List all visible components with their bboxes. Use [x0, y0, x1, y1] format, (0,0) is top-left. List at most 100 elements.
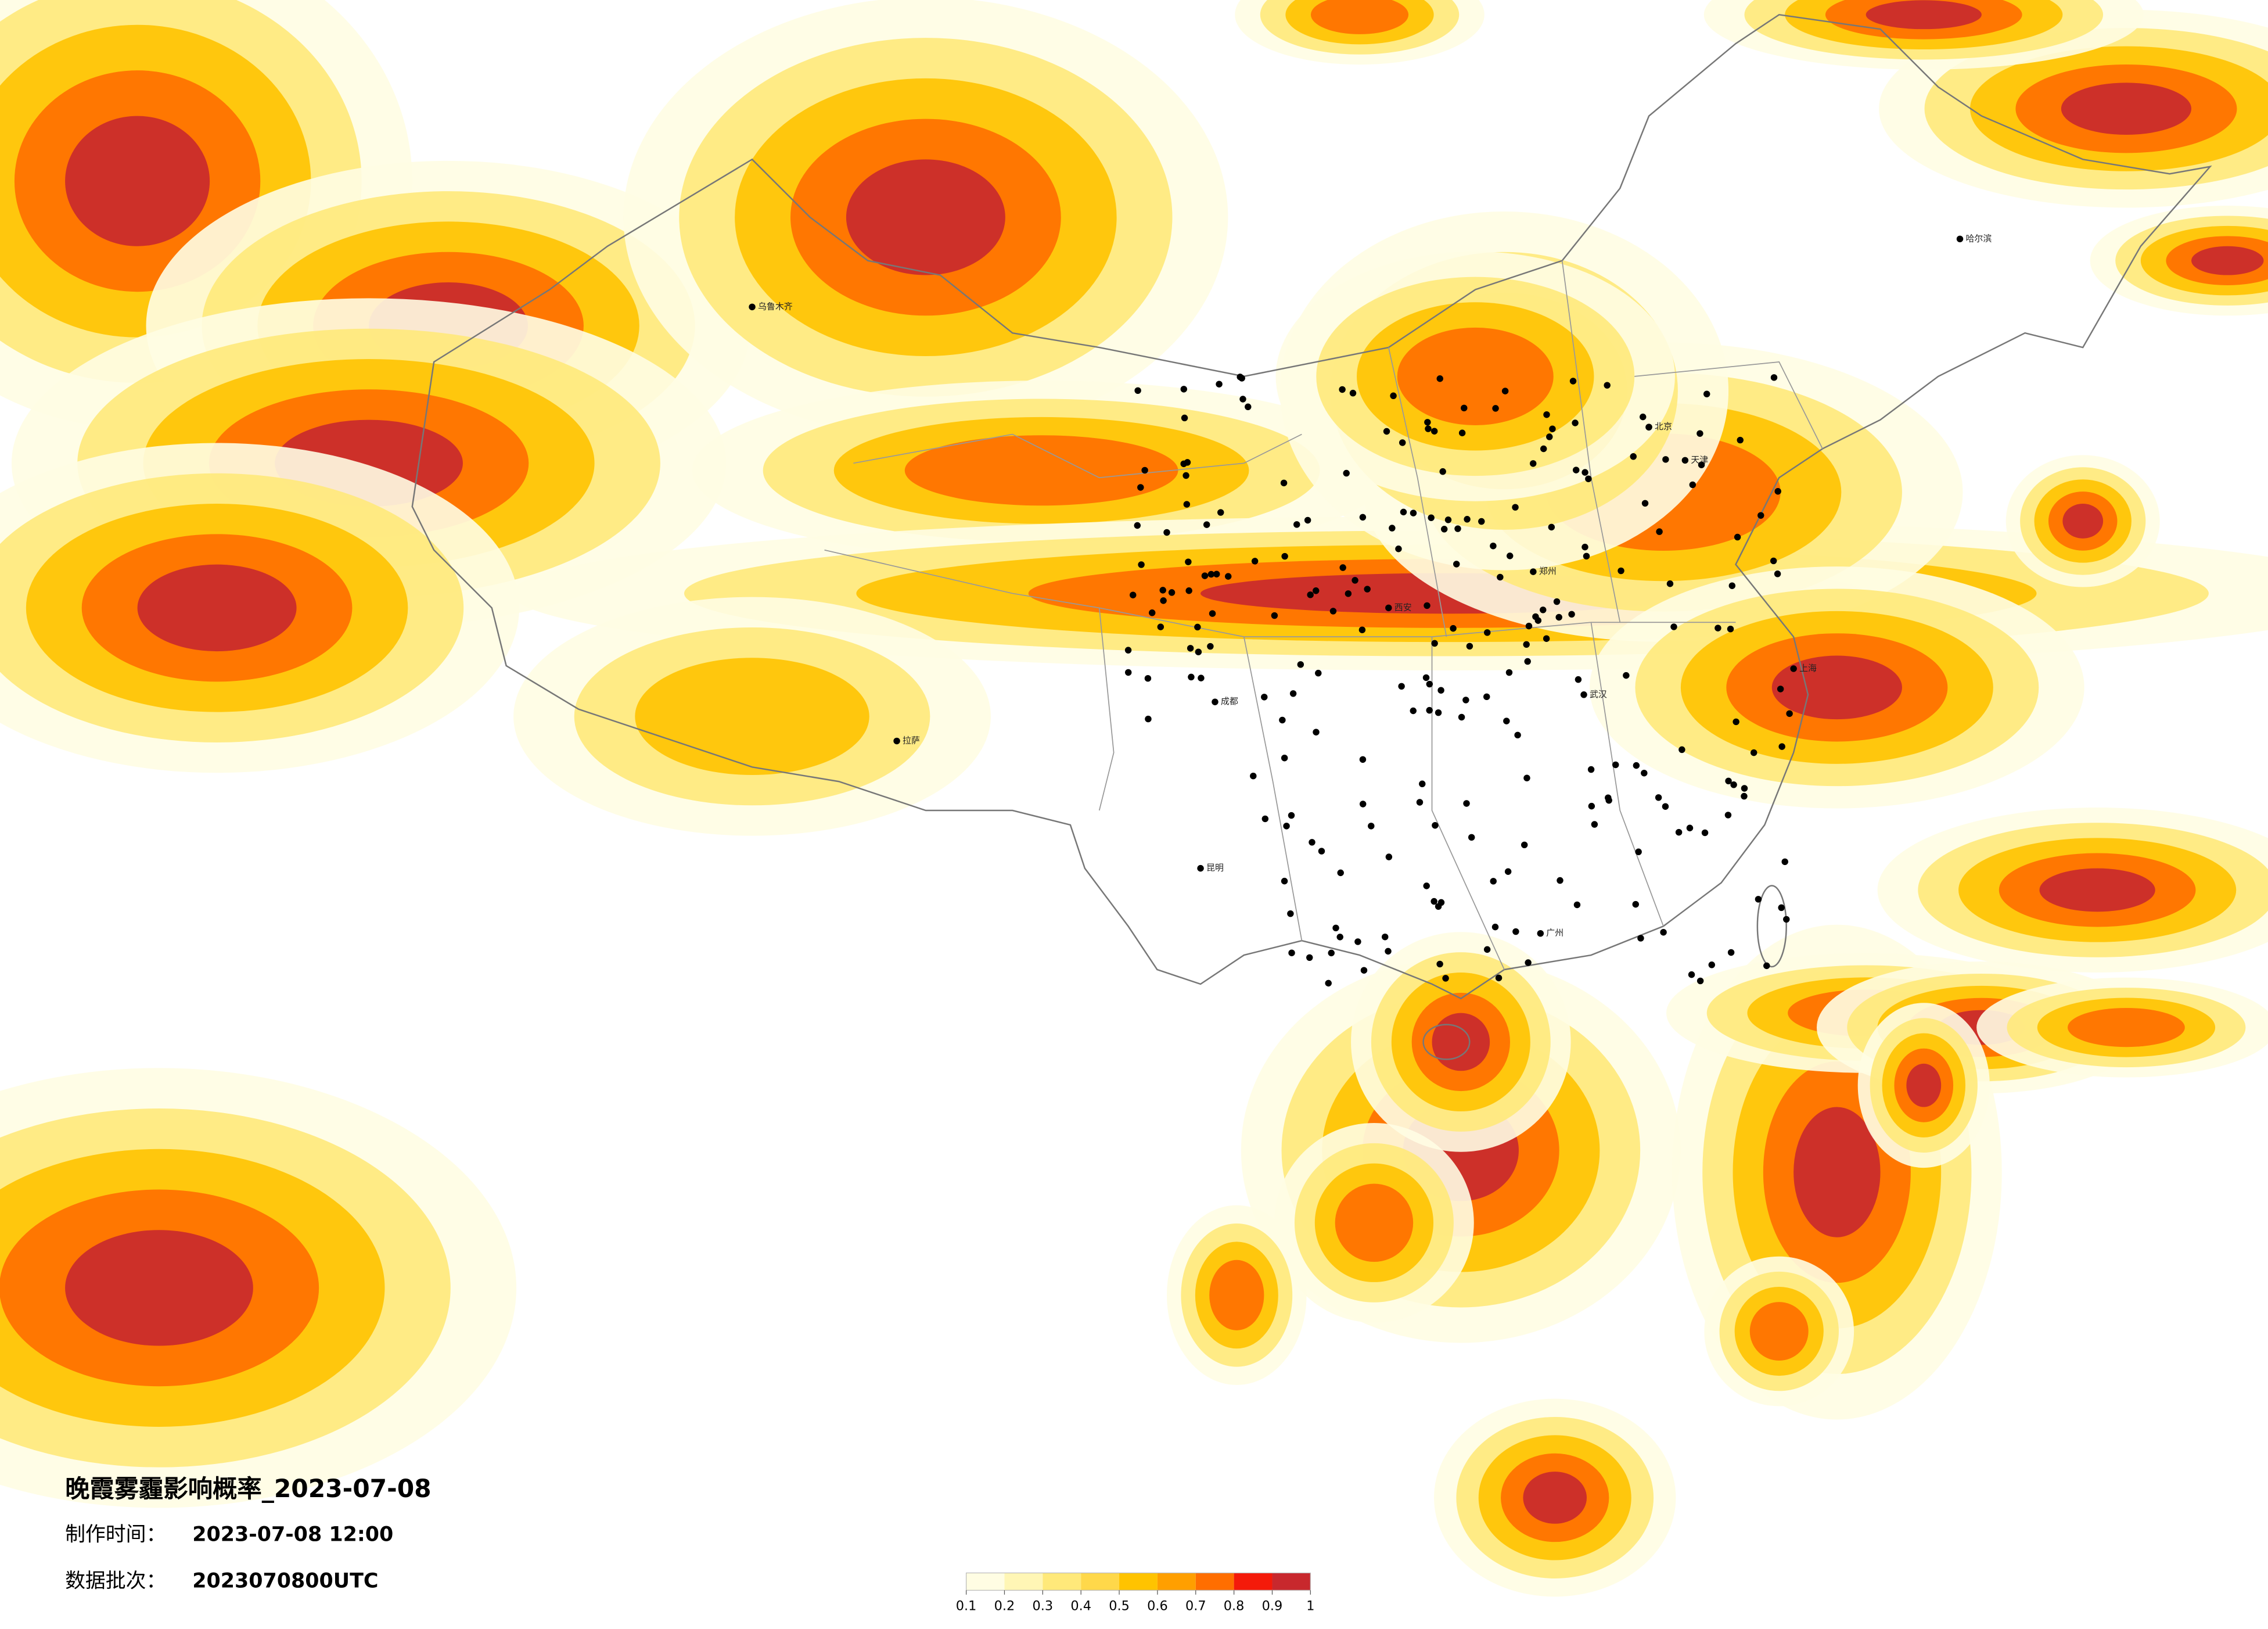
city-dot — [1783, 916, 1790, 923]
hainan-outline — [1422, 1024, 1471, 1060]
city-dot — [1781, 858, 1788, 866]
city-dot — [1307, 591, 1314, 598]
city-dot — [1468, 834, 1475, 841]
city-dot — [1497, 573, 1504, 581]
city-dot — [1359, 756, 1367, 763]
city-dot — [1675, 828, 1683, 836]
city-dot — [1297, 661, 1304, 668]
city-dot — [1436, 375, 1443, 382]
city-dot — [1727, 949, 1735, 956]
city-dot — [1733, 718, 1739, 726]
city-dot — [1382, 934, 1389, 941]
city-dot — [1385, 853, 1393, 860]
city-dot — [1662, 456, 1669, 463]
colorbar-tick-label: 0.8 — [1224, 1598, 1245, 1613]
city-dot — [1207, 570, 1215, 578]
colorbar-segment — [1119, 1573, 1158, 1591]
city-dot — [1160, 597, 1167, 604]
city-dot — [1359, 801, 1367, 808]
city-dot — [1187, 645, 1194, 652]
city-dot — [1450, 625, 1457, 632]
city-dot — [1660, 929, 1667, 936]
city-dot — [1548, 523, 1555, 531]
city-label: 西安 — [1394, 602, 1412, 612]
city-dot — [1572, 467, 1580, 473]
city-dot — [1750, 749, 1757, 756]
city-dot — [1436, 960, 1443, 968]
city-dot — [1763, 962, 1770, 970]
city-dot — [1727, 625, 1734, 633]
city-dot — [1778, 743, 1785, 750]
colorbar-segment — [1272, 1573, 1311, 1591]
city-dot — [1423, 882, 1430, 889]
city-dot — [1463, 800, 1470, 807]
city-label: 拉萨 — [903, 735, 920, 745]
city-dot — [1281, 552, 1288, 560]
city-dot — [1678, 746, 1685, 753]
city-dot — [1137, 484, 1144, 491]
city-dot — [1430, 428, 1438, 435]
city-dot — [1354, 938, 1361, 945]
colorbar-segment — [1004, 1573, 1043, 1591]
city-dot — [1250, 772, 1257, 780]
city-dot — [1698, 461, 1705, 468]
city-dot — [1696, 977, 1704, 985]
city-dot — [1585, 475, 1592, 482]
city-dot — [1521, 841, 1528, 849]
city-dot — [1419, 780, 1426, 787]
city-dot — [1201, 572, 1209, 579]
city-dot — [1630, 453, 1637, 460]
probability-area — [1749, 1302, 1809, 1361]
city-dot — [1453, 561, 1460, 568]
city-dot — [1444, 516, 1452, 523]
city-dot — [1283, 823, 1290, 830]
china-outline — [411, 13, 2212, 1000]
city-dot — [1458, 713, 1465, 721]
city-dot — [1604, 382, 1611, 389]
probability-area — [635, 658, 869, 776]
city-dot — [1349, 389, 1357, 397]
city-dot — [1587, 766, 1595, 773]
probability-area — [2061, 82, 2192, 135]
city-dot — [1770, 557, 1777, 565]
city-dot — [1157, 623, 1164, 630]
city-dot — [1703, 390, 1710, 397]
city-label: 昆明 — [1206, 863, 1224, 873]
city-dot — [1185, 587, 1192, 594]
city-dot — [1336, 934, 1343, 941]
colorbar-tick-label: 1 — [1306, 1598, 1314, 1613]
colorbar-segment — [1234, 1573, 1273, 1591]
city-dot — [1757, 512, 1764, 519]
info-value: 2023-07-08 12:00 — [192, 1523, 393, 1547]
city-dot — [1569, 378, 1577, 385]
city-dot — [1422, 674, 1430, 681]
city-dot — [1454, 525, 1461, 532]
city-dot — [1437, 687, 1444, 694]
colorbar-tick-label: 0.9 — [1262, 1598, 1283, 1613]
city-label: 郑州 — [1539, 566, 1557, 576]
colorbar-tick-label: 0.2 — [994, 1598, 1015, 1613]
colorbar-segment — [1195, 1573, 1234, 1591]
colorbar-tick-label: 0.4 — [1070, 1598, 1091, 1613]
city-dot — [1555, 613, 1562, 621]
colorbar-segment — [1157, 1573, 1196, 1591]
city-dot — [1553, 598, 1561, 605]
city-dot — [749, 303, 756, 311]
city-dot — [1181, 414, 1188, 422]
city-dot — [1390, 392, 1397, 400]
city-dot — [1543, 635, 1550, 642]
city-dot — [1185, 558, 1192, 565]
city-dot — [1530, 568, 1537, 575]
city-dot — [1491, 923, 1499, 931]
city-dot — [1696, 430, 1703, 437]
city-dot — [1279, 716, 1286, 724]
city-dot — [1777, 686, 1784, 692]
city-dot — [1313, 729, 1320, 735]
city-dot — [1345, 590, 1352, 597]
city-dot — [1490, 543, 1497, 550]
city-dot — [1207, 643, 1214, 650]
city-dot — [1435, 709, 1442, 716]
probability-area — [2062, 504, 2104, 539]
